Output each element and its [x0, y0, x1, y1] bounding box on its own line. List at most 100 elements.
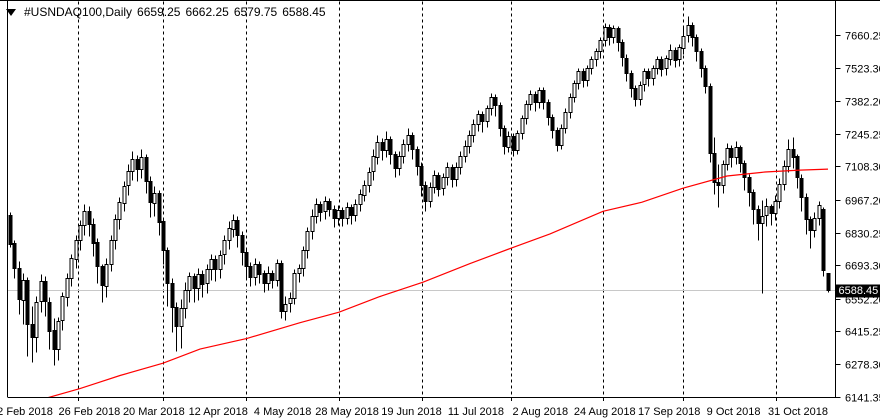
candle-up [78, 225, 83, 241]
candle-up [445, 167, 450, 178]
candle-down [8, 215, 13, 245]
candle-down [192, 276, 197, 289]
candle-up [205, 269, 210, 284]
candle-down [165, 250, 170, 284]
candle-up [362, 185, 367, 196]
candle-down [91, 224, 96, 244]
plot-frame [7, 1, 836, 398]
candle-down [502, 128, 507, 147]
candle-down [332, 209, 337, 219]
candle-up [69, 258, 74, 279]
candle-up [568, 97, 573, 113]
x-axis-label: 19 Jun 2018 [381, 406, 442, 418]
candle-up [384, 139, 389, 151]
y-axis-label: 7108.30 [845, 162, 880, 174]
x-axis-label: 9 Oct 2018 [707, 406, 761, 418]
y-axis-label: 6967.20 [845, 196, 880, 208]
x-axis-label: 31 Oct 2018 [768, 406, 828, 418]
candle-down [279, 263, 284, 312]
candle-up [476, 114, 481, 125]
candle-down [200, 274, 205, 285]
candle-down [157, 193, 162, 223]
y-axis[interactable]: 7660.25 7523.30 7382.20 7245.25 7108.30 6967.… [835, 31, 880, 405]
candle-down [100, 266, 105, 286]
candles-layer[interactable] [8, 16, 831, 366]
candle-down [235, 220, 240, 236]
candle-down [318, 204, 323, 213]
candle-down [756, 209, 761, 224]
candle-down [546, 102, 551, 118]
candle-up [576, 71, 581, 84]
candle-up [734, 147, 739, 158]
candle-up [428, 187, 433, 202]
candle-down [629, 73, 634, 89]
candle-up [371, 156, 376, 172]
candle-down [646, 71, 651, 79]
y-axis-label: 6141.35 [845, 393, 880, 405]
candle-up [467, 135, 472, 147]
candle-up [638, 85, 643, 100]
x-axis-label: 2 Feb 2018 [0, 406, 53, 418]
x-axis-label: 17 Sep 2018 [638, 406, 700, 418]
candle-up [764, 206, 769, 216]
candle-down [716, 182, 721, 186]
candle-down [659, 59, 664, 70]
candle-down [791, 149, 796, 158]
candle-up [305, 231, 310, 251]
y-axis-label: 7660.25 [845, 31, 880, 43]
candle-up [109, 240, 114, 265]
candle-down [30, 324, 35, 338]
candle-up [773, 201, 778, 214]
candle-down [498, 105, 503, 129]
candle-up [642, 71, 647, 85]
candle-down [799, 178, 804, 198]
candle-down [388, 139, 393, 155]
candle-up [65, 278, 70, 298]
candle-up [74, 240, 79, 260]
candle-up [528, 94, 533, 105]
candle-up [603, 27, 608, 41]
candle-up [515, 133, 520, 151]
candle-up [401, 144, 406, 157]
candle-up [113, 219, 118, 241]
x-axis-label: 2 Aug 2018 [512, 406, 568, 418]
candle-down [712, 153, 717, 183]
candle-up [253, 264, 258, 278]
candle-up [760, 216, 765, 224]
candle-up [406, 135, 411, 145]
candle-down [742, 163, 747, 178]
candle-down [327, 201, 332, 210]
candle-up [152, 193, 157, 204]
candle-down [419, 166, 424, 186]
y-axis-label: 7523.30 [845, 64, 880, 76]
candle-up [572, 83, 577, 98]
candle-up [275, 263, 280, 281]
candle-down [244, 252, 249, 267]
x-axis-label: 4 May 2018 [254, 406, 311, 418]
candle-down [694, 37, 699, 52]
candle-up [34, 302, 39, 338]
candle-down [95, 242, 100, 267]
candle-up [60, 296, 65, 321]
candle-up [721, 164, 726, 186]
candle-down [161, 221, 166, 251]
candle-up [817, 205, 822, 219]
candle-down [349, 207, 354, 216]
candle-up [139, 157, 144, 170]
y-axis-label: 6830.25 [845, 229, 880, 241]
y-axis-label: 6278.30 [845, 360, 880, 372]
candle-down [541, 90, 546, 103]
symbol-dropdown-arrow-icon[interactable] [6, 9, 16, 16]
x-axis[interactable]: 2 Feb 2018 26 Feb 2018 20 Mar 2018 12 Apr 2… [0, 397, 828, 418]
candle-up [782, 166, 787, 185]
candle-down [581, 71, 586, 81]
candle-down [12, 243, 17, 269]
candle-down [257, 264, 262, 275]
candle-up [323, 201, 328, 212]
candle-down [393, 154, 398, 169]
candle-up [725, 148, 730, 165]
candle-up [611, 28, 616, 38]
candle-up [786, 149, 791, 167]
candle-up [179, 308, 184, 327]
